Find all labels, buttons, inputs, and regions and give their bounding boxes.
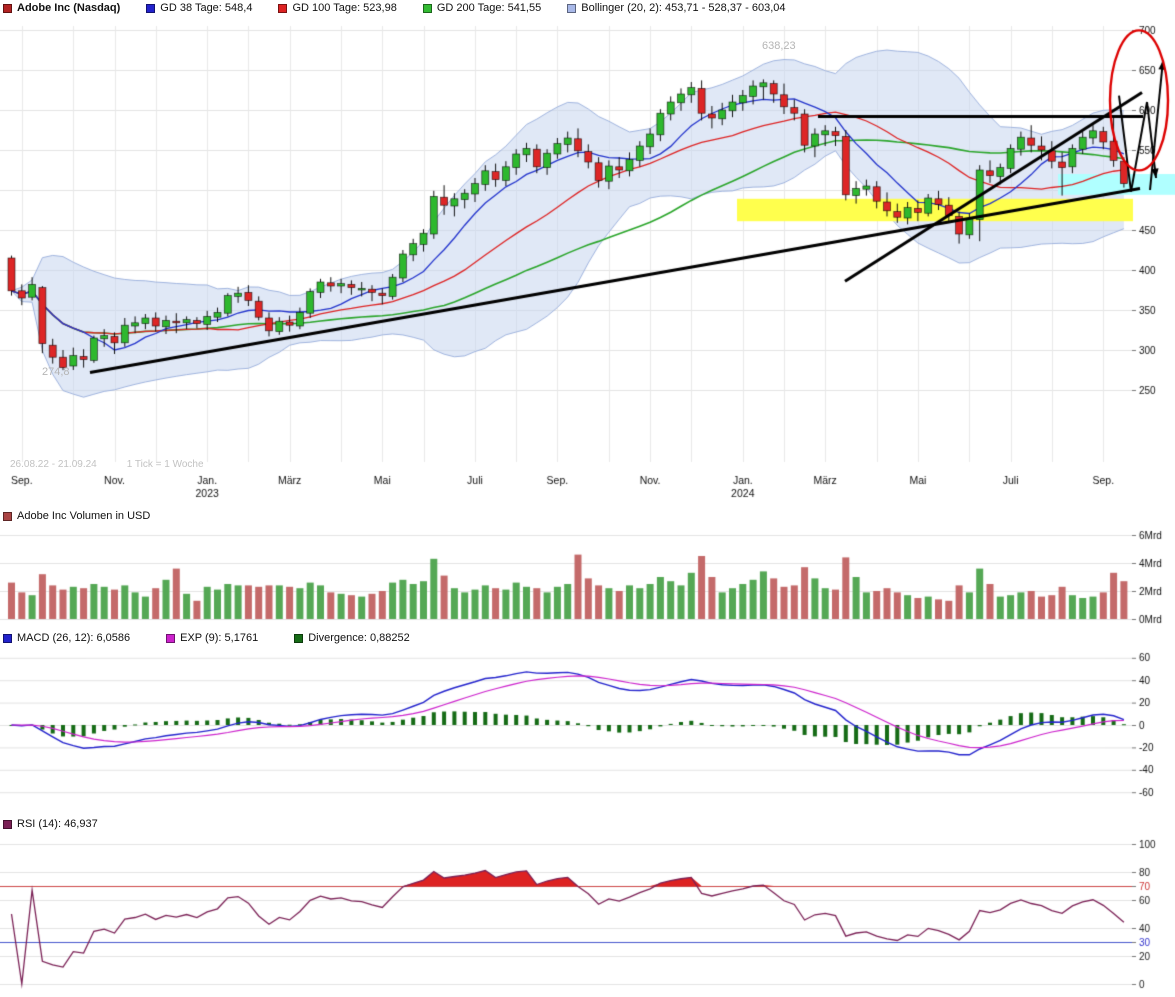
date-range-text: 26.08.22 - 21.09.24 bbox=[10, 459, 97, 470]
divergence-swatch-icon bbox=[294, 633, 304, 643]
legend-item-divergence: Divergence: 0,88252 bbox=[294, 632, 410, 644]
legend-item-rsi: RSI (14): 46,937 bbox=[3, 818, 98, 830]
macd-swatch-icon bbox=[3, 633, 12, 643]
legend-item-macd: MACD (26, 12): 6,0586 bbox=[3, 632, 130, 644]
volume-swatch-icon bbox=[3, 511, 12, 521]
volume-legend: Adobe Inc Volumen in USD bbox=[3, 510, 150, 522]
rsi-chart-canvas bbox=[0, 832, 1175, 997]
date-range-watermark: 26.08.22 - 21.09.24 1 Tick = 1 Woche bbox=[10, 459, 204, 470]
volume-chart-canvas bbox=[0, 526, 1175, 630]
divergence-label: Divergence: 0,88252 bbox=[308, 632, 410, 644]
tick-note-text: 1 Tick = 1 Woche bbox=[126, 459, 204, 470]
macd-chart-canvas bbox=[0, 648, 1175, 814]
rsi-legend: RSI (14): 46,937 bbox=[3, 818, 98, 830]
macd-label: MACD (26, 12): 6,0586 bbox=[17, 632, 131, 644]
high-watermark: 638,23 bbox=[762, 40, 796, 52]
price-chart-canvas bbox=[0, 10, 1175, 510]
legend-item-volume: Adobe Inc Volumen in USD bbox=[3, 510, 150, 522]
legend-item-exp: EXP (9): 5,1761 bbox=[166, 632, 258, 644]
low-watermark: 274,8 bbox=[42, 366, 70, 378]
exp-swatch-icon bbox=[166, 633, 176, 643]
rsi-label: RSI (14): 46,937 bbox=[17, 818, 98, 830]
rsi-swatch-icon bbox=[3, 819, 12, 829]
macd-legend: MACD (26, 12): 6,0586 EXP (9): 5,1761 Di… bbox=[3, 632, 410, 644]
exp-label: EXP (9): 5,1761 bbox=[180, 632, 259, 644]
volume-label: Adobe Inc Volumen in USD bbox=[17, 510, 151, 522]
